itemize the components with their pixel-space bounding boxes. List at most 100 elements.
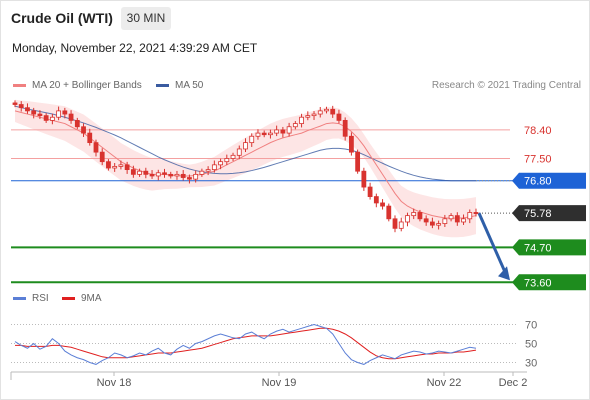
candle-body [317, 110, 323, 115]
legend-9ma: 9MA [62, 293, 102, 304]
forecast-arrow-head [498, 266, 510, 281]
candle-body [12, 102, 18, 105]
candle-body [386, 205, 392, 220]
candle-body [417, 212, 423, 220]
rsi-tick-50: 50 [525, 339, 537, 351]
candle-body [274, 129, 280, 134]
candle-body [205, 169, 211, 172]
candle-body [411, 212, 417, 217]
rsi-tick-30: 30 [525, 358, 537, 370]
candle-body [436, 223, 442, 226]
x-tick-label: Nov 18 [97, 377, 132, 389]
ma50-line [14, 105, 476, 182]
candle-body [330, 108, 336, 115]
candle-body [442, 218, 448, 224]
candle-body [392, 218, 398, 229]
candle-body [367, 186, 373, 197]
candle-body [18, 104, 24, 109]
rsi-tick-70: 70 [525, 320, 537, 332]
candle-body [106, 161, 111, 169]
legend-ma50-label: MA 50 [175, 80, 204, 91]
candle-body [211, 164, 217, 171]
bollinger-band [15, 99, 476, 238]
candle-body [199, 170, 205, 175]
candle-body [118, 164, 124, 167]
candle-body [467, 212, 473, 220]
ma50-swatch [156, 83, 169, 87]
timeframe-button[interactable]: 30 MIN [121, 7, 171, 30]
legend-ma20: MA 20 + Bollinger Bands [13, 80, 142, 91]
candle-body [448, 215, 454, 220]
candle-body [31, 110, 37, 115]
candle-body [155, 172, 161, 177]
candle-body [454, 215, 460, 223]
candle-body [255, 132, 261, 137]
candle-body [112, 166, 118, 169]
candle-body [423, 218, 429, 223]
candle-body [243, 142, 248, 150]
ma9-swatch [62, 296, 75, 300]
candle-body [56, 110, 62, 118]
legend-ma50: MA 50 [156, 80, 203, 91]
forecast-arrow-shaft [477, 212, 508, 275]
candle-body [124, 164, 130, 171]
candle-body [68, 113, 74, 121]
candle-body [180, 173, 186, 178]
candle-body [324, 108, 329, 112]
candle-body [361, 170, 367, 188]
candle-body [311, 113, 317, 117]
candle-body [342, 119, 348, 137]
level-tag-76-80 [512, 172, 586, 189]
x-tick-label: Dec 2 [499, 377, 528, 389]
legend-rsi: RSI [13, 293, 49, 304]
candle-body [380, 202, 385, 207]
candle-body [130, 169, 136, 175]
x-tick-label: Nov 19 [262, 377, 297, 389]
timestamp: Monday, November 22, 2021 4:39:29 AM CET [12, 41, 258, 55]
candle-body [373, 196, 379, 204]
candle-body [280, 129, 286, 134]
candle-body [261, 132, 267, 136]
legend-rsi-label: RSI [32, 293, 49, 304]
candle-body [193, 173, 199, 180]
candle-body [355, 151, 361, 172]
level-label-77-50: 77.50 [524, 153, 552, 165]
x-tick-label: Nov 22 [427, 377, 462, 389]
candle-body [461, 218, 466, 223]
ma20-swatch [13, 83, 26, 87]
level-tag-75-78 [512, 205, 586, 222]
legend-ma20-label: MA 20 + Bollinger Bands [32, 80, 142, 91]
candle-body [292, 123, 298, 128]
candle-body [149, 173, 155, 177]
candle-body [429, 221, 435, 226]
candle-body [37, 113, 43, 117]
candle-body [336, 113, 342, 121]
candle-body [398, 221, 404, 229]
candle-body [74, 119, 80, 128]
candle-body [143, 170, 149, 175]
candle-body [349, 135, 354, 153]
candle-body [236, 148, 242, 156]
instrument-title: Crude Oil (WTI) [11, 10, 113, 26]
candle-body [93, 142, 99, 153]
candle-body [99, 151, 105, 163]
candle-body [473, 212, 479, 215]
candle-body [286, 126, 292, 134]
candle-body [162, 172, 167, 175]
candle-body [224, 158, 230, 163]
candle-body [299, 116, 304, 124]
candle-body [62, 110, 68, 115]
candle-body [187, 177, 192, 180]
candle-body [137, 170, 142, 175]
legend-9ma-label: 9MA [81, 293, 102, 304]
level-tag-74-70 [512, 239, 586, 256]
candle-body [305, 115, 311, 118]
candle-body [87, 132, 93, 144]
rsi-9ma-line [15, 327, 477, 360]
candle-body [218, 161, 223, 166]
candle-body [268, 132, 273, 136]
candle-body [174, 173, 180, 177]
candle-body [168, 173, 174, 177]
rsi-line [14, 323, 477, 365]
